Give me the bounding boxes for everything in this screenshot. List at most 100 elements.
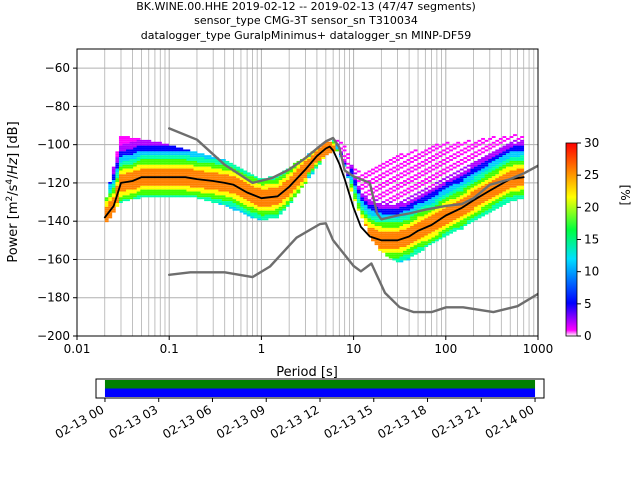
density-cell: [204, 191, 209, 194]
density-cell: [470, 143, 475, 146]
density-cell: [431, 195, 436, 198]
density-cell: [239, 189, 244, 192]
density-cell: [211, 166, 216, 169]
density-cell: [229, 206, 233, 209]
density-cell: [264, 204, 269, 207]
density-cell: [434, 195, 439, 198]
density-cell: [392, 204, 397, 207]
density-cell: [420, 199, 425, 202]
density-cell: [165, 147, 169, 150]
density-cell: [413, 243, 418, 246]
density-cell: [133, 139, 138, 142]
density-cell: [388, 254, 393, 257]
density-cell: [466, 193, 471, 196]
density-cell: [456, 181, 461, 184]
density-cell: [229, 197, 233, 200]
density-cell: [520, 181, 525, 184]
density-cell: [289, 187, 294, 190]
density-cell: [402, 224, 407, 226]
density-cell: [126, 143, 130, 146]
density-cell: [264, 218, 269, 221]
density-cell: [154, 180, 159, 182]
density-cell: [491, 172, 496, 175]
density-cell: [484, 155, 489, 158]
density-cell: [193, 187, 198, 190]
density-cell: [236, 181, 240, 184]
density-cell: [392, 157, 397, 160]
density-cell: [158, 172, 162, 175]
density-cell: [225, 170, 230, 173]
density-cell: [470, 218, 475, 221]
density-cell: [189, 183, 194, 186]
colorbar-tick-label: 30: [584, 136, 599, 150]
density-cell: [491, 174, 496, 177]
density-cell: [118, 147, 123, 150]
density-cell: [253, 178, 258, 181]
density-cell: [108, 195, 113, 198]
density-cell: [307, 172, 311, 175]
density-cell: [399, 241, 404, 244]
density-cell: [427, 157, 432, 160]
density-cell: [509, 166, 514, 169]
density-cell: [392, 243, 397, 246]
density-cell: [502, 189, 507, 192]
density-cell: [186, 181, 191, 184]
density-cell: [285, 191, 290, 194]
density-cell: [424, 159, 429, 161]
coverage-tick-label: 02-13 12: [268, 402, 322, 441]
density-cell: [395, 183, 400, 186]
density-cell: [385, 204, 390, 207]
density-cell: [360, 212, 365, 215]
density-cell: [143, 141, 148, 144]
density-cell: [186, 168, 191, 171]
density-cell: [378, 225, 382, 228]
density-cell: [129, 181, 134, 184]
density-cell: [232, 187, 237, 190]
density-cell: [186, 166, 191, 169]
density-cell: [197, 155, 201, 158]
density-cell: [427, 189, 432, 192]
density-cell: [179, 149, 184, 152]
density-cell: [136, 145, 141, 148]
density-cell: [434, 210, 439, 213]
density-cell: [260, 183, 265, 186]
density-cell: [179, 183, 184, 186]
density-cell: [289, 168, 294, 171]
density-cell: [218, 180, 223, 182]
density-cell: [424, 224, 429, 226]
density-cell: [193, 164, 198, 167]
density-cell: [395, 187, 400, 190]
density-cell: [136, 189, 141, 192]
density-cell: [172, 195, 177, 198]
density-cell: [449, 222, 454, 225]
density-cell: [498, 189, 503, 192]
density-cell: [200, 155, 205, 158]
y-tick-label: −140: [37, 214, 70, 228]
density-cell: [243, 206, 248, 209]
density-cell: [147, 160, 152, 163]
density-cell: [300, 164, 304, 167]
density-cell: [424, 195, 429, 198]
density-cell: [111, 206, 116, 209]
density-cell: [513, 162, 517, 165]
density-cell: [399, 233, 404, 236]
density-cell: [498, 178, 503, 181]
density-cell: [474, 162, 478, 165]
density-cell: [264, 210, 269, 213]
density-cell: [488, 162, 493, 165]
density-cell: [140, 180, 145, 182]
density-cell: [413, 155, 418, 158]
density-cell: [253, 208, 258, 211]
figure-title-line-2: sensor_type CMG-3T sensor_sn T310034: [194, 14, 418, 27]
density-cell: [420, 214, 425, 217]
density-cell: [509, 164, 514, 167]
density-cell: [395, 208, 400, 211]
density-cell: [260, 214, 265, 217]
density-cell: [438, 145, 443, 148]
density-cell: [165, 151, 169, 154]
density-cell: [371, 225, 375, 228]
density-cell: [115, 174, 120, 177]
density-cell: [477, 159, 482, 161]
density-cell: [229, 174, 233, 177]
density-cell: [445, 141, 450, 144]
